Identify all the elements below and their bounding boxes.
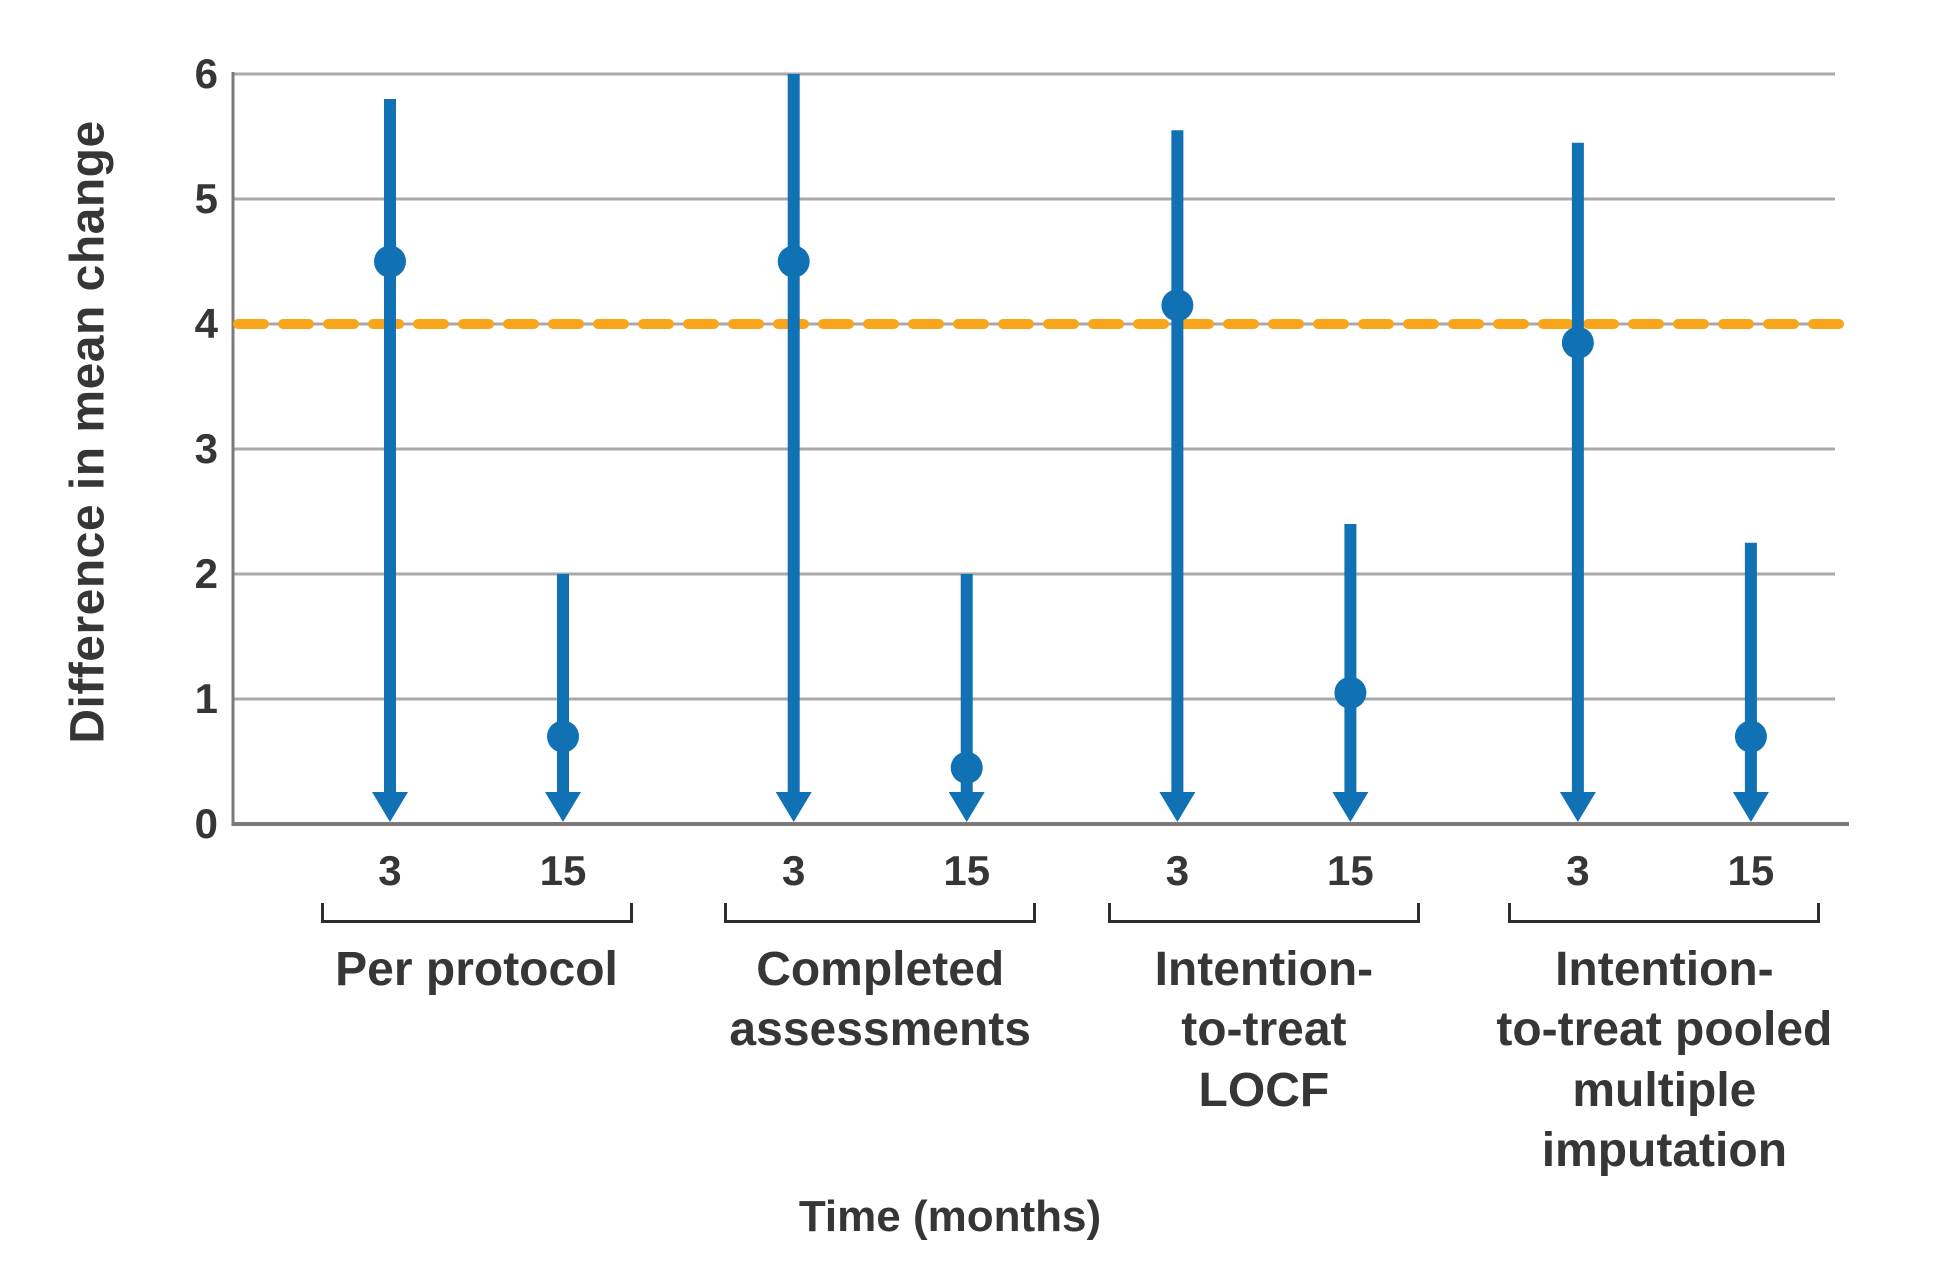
estimate-dot-group3-t15 bbox=[1334, 676, 1367, 709]
ci-lower-arrow-group4-t3 bbox=[1559, 792, 1596, 822]
ci-lower-arrow-group3-t3 bbox=[1159, 792, 1196, 822]
estimate-dot-group3-t3 bbox=[1161, 289, 1194, 322]
group-label-3-line-1: Intention- bbox=[1154, 943, 1374, 996]
group-label-3-line-2: to-treat bbox=[1181, 1003, 1347, 1057]
estimate-dot-group2-t3 bbox=[777, 245, 810, 278]
group-label-4-line-2: to-treat pooled bbox=[1496, 1003, 1833, 1057]
estimate-dot-group2-t15 bbox=[950, 751, 983, 784]
x-axis-title: Time (months) bbox=[798, 1192, 1102, 1241]
group-label-2: Completed assessments bbox=[650, 940, 1110, 1061]
estimate-dot-group4-t15 bbox=[1734, 720, 1767, 753]
bracket-group2 bbox=[724, 903, 1037, 923]
x-tick-group3-3: 3 bbox=[1165, 847, 1190, 894]
y-tick-0: 0 bbox=[194, 800, 218, 847]
ci-lower-arrow-group1-t15 bbox=[545, 792, 582, 822]
y-tick-1: 1 bbox=[194, 675, 218, 722]
x-tick-group2-3: 3 bbox=[782, 847, 806, 894]
y-tick-3: 3 bbox=[194, 425, 218, 472]
estimate-dot-group4-t3 bbox=[1561, 326, 1594, 359]
ci-lower-arrow-group4-t15 bbox=[1732, 792, 1769, 822]
estimate-dot-group1-t15 bbox=[547, 720, 580, 753]
group-label-3: Intention-to-treat LOCF bbox=[1034, 940, 1494, 1121]
bracket-group3 bbox=[1107, 903, 1420, 923]
x-tick-group4-3: 3 bbox=[1566, 847, 1590, 894]
bracket-group1 bbox=[320, 903, 633, 923]
y-tick-2: 2 bbox=[194, 550, 218, 597]
group-label-4-line-4: imputation bbox=[1541, 1124, 1788, 1178]
ci-lower-arrow-group3-t15 bbox=[1332, 792, 1369, 822]
group-label-4: Intention-to-treat pooled multiple imputat… bbox=[1434, 940, 1894, 1182]
x-tick-group1-15: 15 bbox=[539, 847, 587, 894]
ci-lower-arrow-group1-t3 bbox=[371, 792, 408, 822]
x-tick-group2-15: 15 bbox=[943, 847, 991, 894]
y-tick-5: 5 bbox=[194, 175, 218, 222]
estimate-dot-group1-t3 bbox=[373, 245, 406, 278]
group-label-2-line-1: Completed bbox=[756, 943, 1005, 996]
group-label-4-line-3: multiple bbox=[1572, 1063, 1757, 1117]
group-label-2-line-2: assessments bbox=[729, 1003, 1031, 1057]
bracket-group4 bbox=[1508, 903, 1821, 923]
group-label-1-line-1: Per protocol bbox=[335, 943, 618, 996]
y-tick-6: 6 bbox=[194, 50, 218, 97]
group-label-4-line-1: Intention- bbox=[1555, 943, 1774, 996]
group-label-3-line-3: LOCF bbox=[1198, 1063, 1330, 1117]
group-label-1: Per protocol bbox=[247, 940, 707, 1000]
x-tick-group4-15: 15 bbox=[1727, 847, 1775, 894]
x-tick-group3-15: 15 bbox=[1327, 847, 1374, 894]
ci-lower-arrow-group2-t15 bbox=[948, 792, 985, 822]
ci-lower-arrow-group2-t3 bbox=[775, 792, 812, 822]
x-tick-group1-3: 3 bbox=[378, 847, 402, 894]
y-tick-4: 4 bbox=[194, 300, 218, 347]
